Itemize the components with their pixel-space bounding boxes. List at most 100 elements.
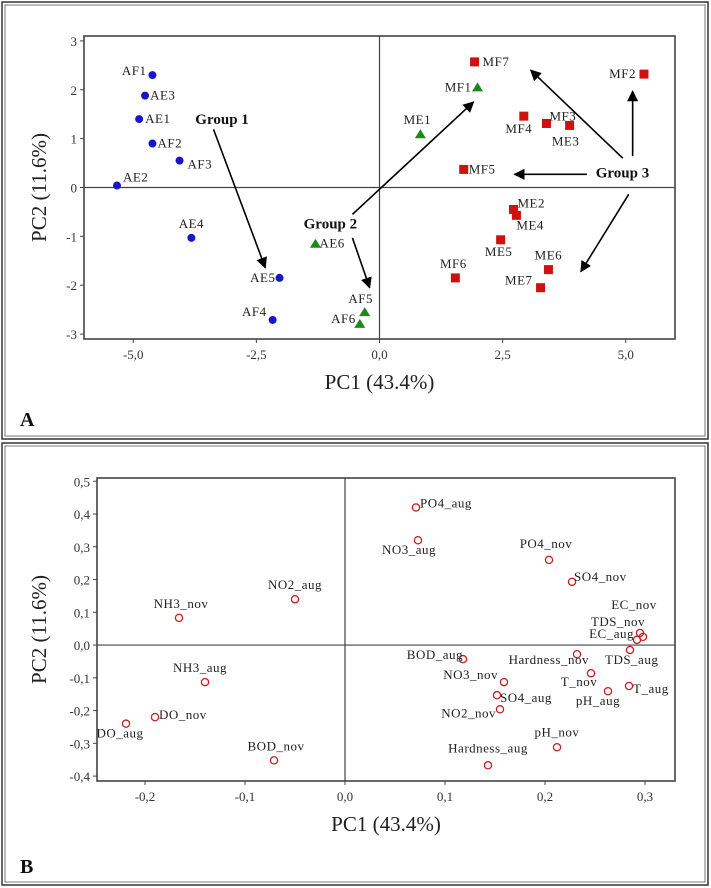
- point-marker-square: [496, 235, 506, 245]
- point-label: MF5: [469, 161, 496, 176]
- point-marker-square: [459, 164, 469, 174]
- y-tick-label: 0,0: [74, 638, 90, 653]
- x-tick-label: -2,5: [246, 347, 267, 362]
- point-marker-square: [450, 273, 460, 283]
- group-label: Group 2: [304, 217, 358, 233]
- x-tick-label: 2,5: [495, 347, 511, 362]
- point-marker-circle: [175, 156, 184, 165]
- point-marker-square: [508, 204, 518, 214]
- panel-a-score-plot: -5,0 -2,5 0,0 2,5 5,0 3 2 1 0 -1 -2 -3 PC1 (43.4%) PC…: [27, 34, 676, 394]
- point-label: AE1: [145, 111, 170, 126]
- group-arrow: [529, 69, 624, 159]
- point-label: ME1: [404, 112, 432, 127]
- x-tick-label: 0,3: [637, 789, 653, 804]
- point-marker-circle: [275, 273, 284, 282]
- point-marker-triangle: [359, 307, 371, 317]
- point-label: AF3: [188, 157, 213, 172]
- point-label: TDS_aug: [605, 652, 658, 667]
- point-label: AF1: [122, 63, 147, 78]
- point-marker-square: [536, 283, 546, 293]
- y-axis-title: PC2 (11.6%): [27, 575, 51, 684]
- point-marker-triangle: [414, 129, 426, 139]
- point-label: T_nov: [561, 674, 597, 689]
- point-label: SO4_aug: [500, 690, 552, 705]
- point-label: BOD_nov: [248, 738, 305, 753]
- point-label: AF6: [331, 311, 356, 326]
- point-marker-circle: [187, 233, 196, 242]
- x-tick-label: -5,0: [123, 347, 144, 362]
- point-marker-square: [470, 57, 480, 67]
- point-label: pH_aug: [576, 693, 620, 708]
- point-marker-open-circle: [625, 645, 635, 655]
- point-label: PO4_nov: [520, 536, 573, 551]
- point-label: AF2: [157, 136, 182, 151]
- point-marker-open-circle: [492, 690, 502, 700]
- point-marker-open-circle: [552, 743, 562, 752]
- group-arrow: [351, 237, 372, 289]
- point-marker-open-circle: [150, 712, 160, 722]
- y-tick-label: 0,2: [74, 573, 90, 588]
- point-label: TDS_nov: [591, 614, 645, 629]
- panel-b-border: [1, 442, 709, 886]
- point-label: SO4_nov: [574, 569, 627, 584]
- point-marker-square: [511, 210, 521, 220]
- group-label: Group 3: [596, 165, 650, 181]
- y-tick-label: 2: [71, 83, 78, 98]
- point-label: ME3: [552, 133, 580, 148]
- point-marker-open-circle: [290, 594, 300, 604]
- x-tick-label: 5,0: [618, 347, 634, 362]
- point-marker-open-circle: [411, 503, 421, 512]
- point-label: AE5: [250, 270, 275, 285]
- point-label: NO3_aug: [382, 542, 436, 557]
- x-tick-label: -0,1: [235, 789, 256, 804]
- group-arrow: [351, 101, 475, 215]
- point-marker-circle: [268, 315, 277, 324]
- point-label: MF4: [505, 121, 532, 136]
- point-label: AE4: [179, 216, 204, 231]
- point-marker-triangle: [309, 238, 321, 248]
- point-label: ME2: [517, 195, 545, 210]
- point-marker-open-circle: [586, 668, 596, 678]
- y-tick-label: 3: [71, 34, 78, 49]
- point-label: DO_nov: [159, 707, 207, 722]
- point-label: ME4: [516, 217, 544, 232]
- point-label: ME5: [485, 244, 513, 259]
- x-axis-title: PC1 (43.4%): [325, 370, 435, 394]
- point-label: NO2_aug: [268, 577, 322, 592]
- point-label: NH3_nov: [154, 596, 209, 611]
- y-tick-label: -0,2: [69, 704, 90, 719]
- point-marker-triangle: [472, 82, 484, 92]
- point-marker-open-circle: [200, 677, 210, 687]
- y-tick-label: -0,3: [69, 736, 90, 751]
- point-label: AE3: [150, 88, 175, 103]
- point-marker-circle: [112, 181, 121, 190]
- y-tick-label: -0,1: [69, 671, 90, 686]
- x-tick-label: 0,2: [537, 789, 553, 804]
- point-marker-open-circle: [458, 654, 468, 664]
- point-marker-open-circle: [624, 681, 634, 691]
- point-marker-open-circle: [121, 719, 131, 728]
- panel-a-letter: A: [20, 409, 35, 431]
- point-label: EC_aug: [589, 626, 634, 641]
- y-tick-label: -1: [66, 229, 77, 244]
- point-marker-circle: [148, 71, 157, 80]
- y-tick-label: 0,5: [74, 474, 90, 489]
- y-tick-label: -3: [66, 327, 77, 342]
- group-arrow: [580, 193, 630, 273]
- point-marker-open-circle: [413, 535, 423, 545]
- point-label: PO4_aug: [420, 495, 472, 510]
- point-label: AF4: [242, 304, 267, 319]
- y-tick-label: 0: [71, 181, 78, 196]
- point-marker-open-circle: [483, 761, 493, 770]
- point-marker-open-circle: [567, 577, 577, 587]
- x-tick-label: 0,0: [371, 347, 387, 362]
- point-label: NO3_nov: [443, 667, 498, 682]
- point-marker-square: [543, 265, 553, 275]
- point-marker-triangle: [354, 318, 366, 328]
- point-marker-open-circle: [174, 613, 184, 623]
- y-tick-label: 1: [71, 132, 78, 147]
- plot-frame: [96, 477, 676, 782]
- point-label: MF2: [609, 66, 636, 81]
- point-label: MF7: [483, 54, 510, 69]
